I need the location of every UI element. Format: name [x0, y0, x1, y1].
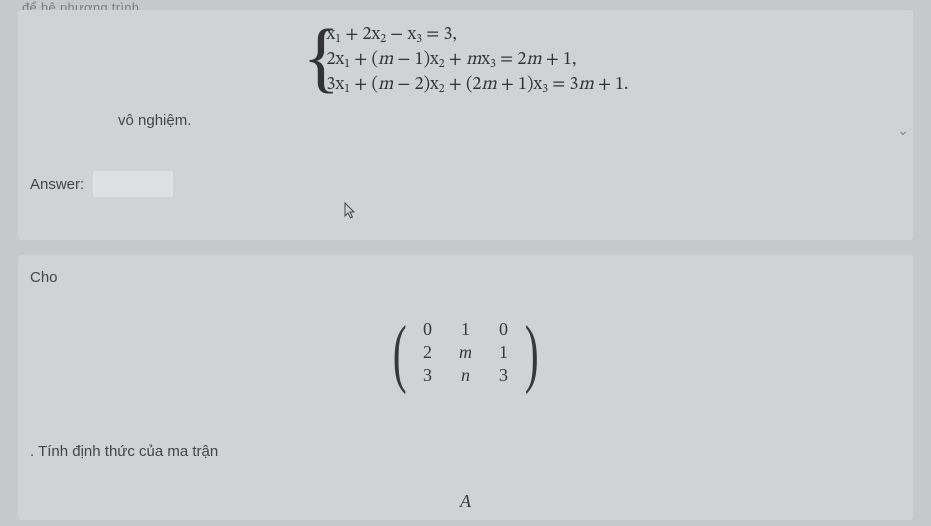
matrix-cell: n	[457, 365, 475, 386]
condition-text: vô nghiệm.	[118, 112, 191, 129]
matrix-cell: 0	[495, 319, 513, 340]
matrix-row: 2 m 1	[419, 342, 513, 363]
matrix-cell: 3	[419, 365, 437, 386]
equation-1: x1 + 2x2 − x3 = 3,	[327, 24, 629, 47]
task-text: . Tính định thức của ma trận	[30, 443, 218, 460]
matrix-cell: m	[457, 342, 475, 363]
given-label: Cho	[30, 269, 58, 286]
equation-3: 3x1 + (m − 2)x2 + (2m + 1)x3 = 3m + 1.	[327, 74, 629, 97]
answer-label: Answer:	[30, 176, 84, 193]
answer-input[interactable]	[92, 170, 174, 198]
system-of-equations: { x1 + 2x2 − x3 = 3, 2x1 + (m − 1)x2 + m…	[18, 22, 913, 99]
answer-row: Answer:	[30, 170, 174, 198]
matrix-cell: 1	[495, 342, 513, 363]
question-card-1: { x1 + 2x2 − x3 = 3, 2x1 + (m − 1)x2 + m…	[18, 10, 913, 240]
scroll-chevron-icon: ⌄	[897, 122, 909, 139]
page-root: { "top_fragment": "để hệ phương trình", …	[0, 0, 931, 526]
right-paren-icon: )	[525, 323, 539, 383]
question-card-2: Cho ( 0 1 0 2 m 1 3	[18, 255, 913, 520]
matrix-row: 3 n 3	[419, 365, 513, 386]
matrix-cell: 1	[457, 319, 475, 340]
left-brace-icon: {	[303, 18, 340, 96]
equation-2: 2x1 + (m − 1)x2 + mx3 = 2m + 1,	[327, 49, 629, 72]
matrix-cell: 2	[419, 342, 437, 363]
matrix-display: ( 0 1 0 2 m 1 3 n 3	[18, 317, 913, 388]
matrix-cell: 0	[419, 319, 437, 340]
matrix-body: 0 1 0 2 m 1 3 n 3	[417, 317, 515, 388]
cursor-icon	[344, 202, 358, 223]
matrix-cell: 3	[495, 365, 513, 386]
matrix-name: A	[18, 491, 913, 512]
left-paren-icon: (	[392, 323, 406, 383]
matrix-row: 0 1 0	[419, 319, 513, 340]
